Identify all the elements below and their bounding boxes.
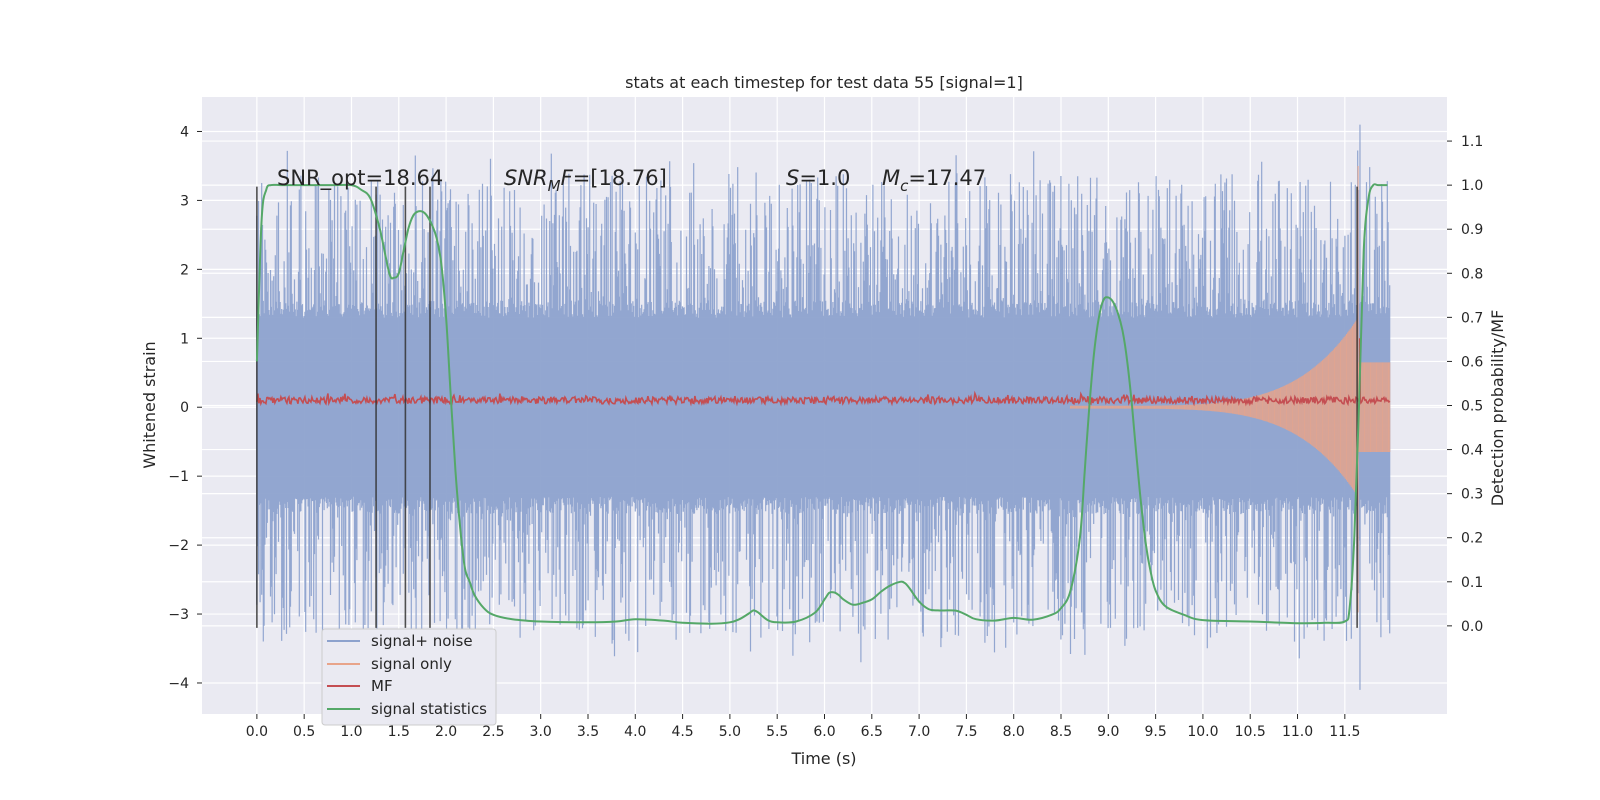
chart-title: stats at each timestep for test data 55 … [625,73,1023,92]
x-tick-label: 5.0 [719,724,741,740]
y-tick-label: 4 [180,124,189,140]
x-tick-label: 5.5 [766,724,788,740]
y-right-tick-label: 0.3 [1461,487,1483,503]
s-value: =1.0 [799,166,850,190]
annotation-s: S=1.0 [786,166,850,190]
y-right-tick-label: 0.5 [1461,399,1483,415]
y-axis-right: 1.1 1.0 0.9 0.8 0.7 0.6 0.5 0.4 0.3 0.2 0.1 0.0 [1447,134,1483,635]
snr-mf-subscript: M [548,177,561,195]
y-tick-label: 1 [180,331,189,347]
signal-trace [1069,165,1391,613]
signal-series [1069,165,1391,613]
x-tick-label: 7.5 [955,724,977,740]
x-tick-label: 0.5 [293,724,315,740]
stats-series [255,183,1388,625]
y-right-tick-label: 0.1 [1461,575,1483,591]
annotations: SNR_opt=18.64 SNRMF=[18.76] S=1.0 Mc=17.… [277,166,986,195]
x-tick-label: 9.0 [1097,724,1119,740]
stats-trace [255,183,1388,625]
legend-label-mf: MF [371,677,393,695]
x-tick-label: 4.5 [671,724,693,740]
y-right-tick-label: 0.7 [1461,310,1483,326]
x-tick-label: 10.0 [1187,724,1218,740]
legend-label-signal: signal only [371,655,452,673]
x-tick-label: 6.0 [813,724,835,740]
x-tick-label: 3.5 [577,724,599,740]
annotation-snr-mf: SNRMF=[18.76] [504,166,667,195]
snr-mf-rest: F [561,166,574,190]
x-axis: 0.0 0.5 1.0 1.5 2.0 2.5 3.0 3.5 4.0 4.5 5.0 5.5 6.0 6… [246,714,1360,740]
x-tick-label: 2.5 [482,724,504,740]
x-tick-label: 0.0 [246,724,268,740]
y-axis-label: Whitened strain [140,341,159,468]
x-tick-label: 1.0 [340,724,362,740]
y-right-tick-label: 1.0 [1461,178,1483,194]
mf-trace [256,390,1391,407]
y-right-tick-label: 0.6 [1461,354,1483,370]
legend: signal+ noise signal only MF signal stat… [321,628,497,726]
x-tick-label: 11.0 [1282,724,1313,740]
x-tick-label: 8.5 [1050,724,1072,740]
y-tick-label: −4 [168,676,189,692]
y-tick-label: 2 [180,262,189,278]
y-right-tick-label: 1.1 [1461,134,1483,150]
mc-subscript: c [900,177,909,195]
y-tick-label: −1 [168,469,189,485]
s-symbol: S [786,166,799,190]
x-tick-label: 7.0 [908,724,930,740]
x-tick-label: 3.0 [530,724,552,740]
snr-mf-value: =[18.76] [573,166,667,190]
y-tick-label: −3 [168,607,189,623]
x-tick-label: 9.5 [1144,724,1166,740]
legend-label-stats: signal statistics [371,700,487,718]
x-tick-label: 4.0 [624,724,646,740]
x-tick-label: 11.5 [1329,724,1360,740]
y-axis-right-label: Detection probability/MF [1488,310,1507,507]
plot-area [255,124,1391,690]
x-tick-label: 1.5 [388,724,410,740]
x-tick-label: 6.5 [861,724,883,740]
mc-value: =17.47 [908,166,986,190]
y-right-tick-label: 0.0 [1461,619,1483,635]
y-tick-label: 0 [180,400,189,416]
annotation-mc: Mc=17.47 [882,166,986,195]
annotation-snr-opt: SNR_opt=18.64 [277,166,443,191]
y-tick-label: 3 [180,193,189,209]
y-right-tick-label: 0.9 [1461,222,1483,238]
vlines [256,186,1358,628]
y-axis-left: 4 3 2 1 0 −1 −2 −3 −4 [168,124,202,692]
y-right-tick-label: 0.2 [1461,531,1483,547]
mc-symbol: M [882,166,900,190]
y-tick-label: −2 [168,538,189,554]
snr-mf-symbol: SNR [504,166,548,190]
y-right-tick-label: 0.4 [1461,443,1483,459]
legend-label-noise: signal+ noise [371,632,473,650]
x-tick-label: 2.0 [435,724,457,740]
y-right-tick-label: 0.8 [1461,266,1483,282]
x-tick-label: 10.5 [1235,724,1266,740]
x-tick-label: 8.0 [1003,724,1025,740]
x-axis-label: Time (s) [790,749,856,768]
legend-box [321,628,497,726]
